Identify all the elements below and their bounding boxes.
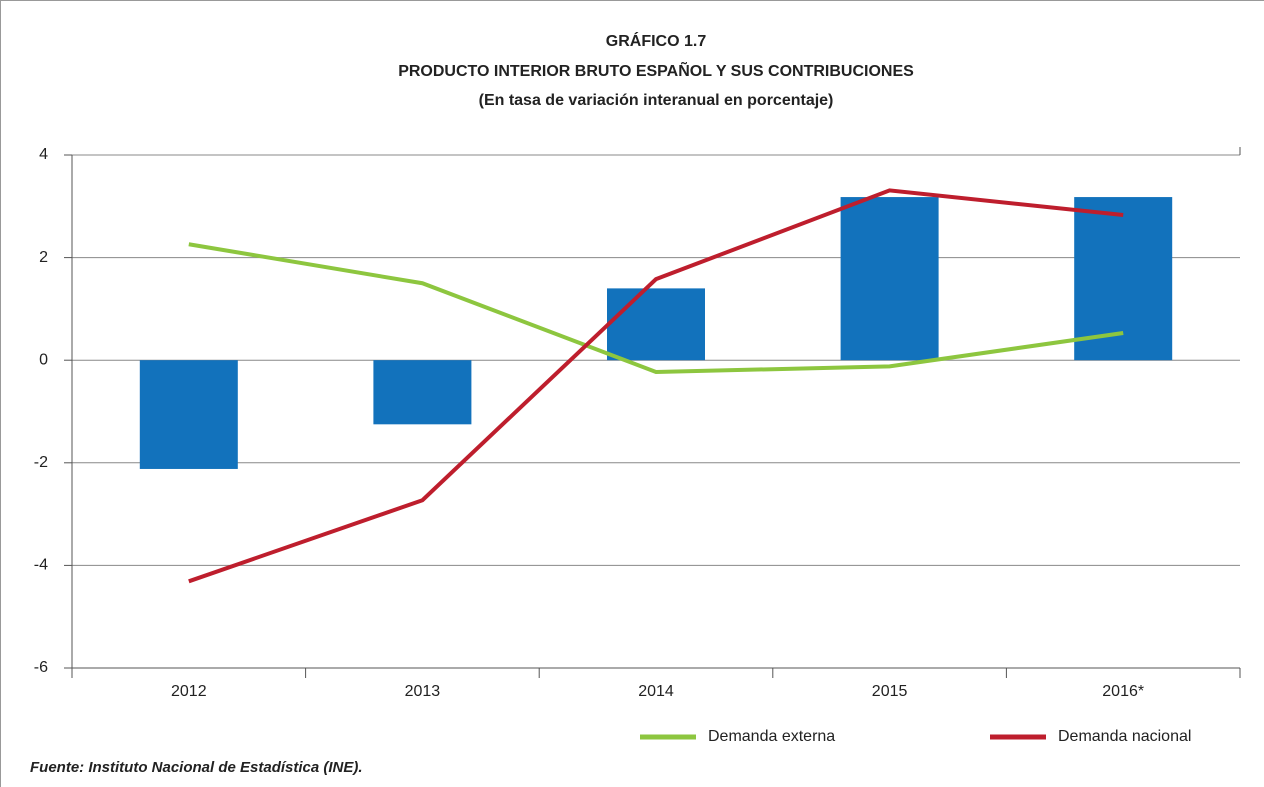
x-tick-label: 2012 <box>171 683 207 700</box>
x-tick-label: 2016* <box>1102 683 1144 700</box>
y-tick-label: 2 <box>39 249 48 266</box>
line <box>188 242 1124 375</box>
bar <box>139 360 238 469</box>
y-tick-label: 0 <box>39 351 48 368</box>
x-tick-label: 2015 <box>872 683 908 700</box>
line <box>188 188 1124 584</box>
y-tick-label: -2 <box>34 454 48 471</box>
bar <box>373 360 472 425</box>
y-tick-label: -6 <box>34 659 48 676</box>
x-tick-label: 2014 <box>638 683 674 700</box>
chart-subtitle: PRODUCTO INTERIOR BRUTO ESPAÑOL Y SUS CO… <box>398 60 914 80</box>
y-tick-label: -4 <box>34 557 48 574</box>
bar <box>607 288 705 361</box>
chart-caption: (En tasa de variación interanual en porc… <box>479 92 834 109</box>
bar <box>840 197 939 361</box>
bar <box>1074 197 1173 361</box>
legend-label: Demanda nacional <box>1058 728 1191 745</box>
source: Fuente: Instituto Nacional de Estadístic… <box>30 759 363 776</box>
y-tick-label: 4 <box>39 146 48 163</box>
chart-title: GRÁFICO 1.7 <box>606 31 707 50</box>
legend-label: Demanda externa <box>708 728 835 745</box>
x-tick-label: 2013 <box>405 683 441 700</box>
